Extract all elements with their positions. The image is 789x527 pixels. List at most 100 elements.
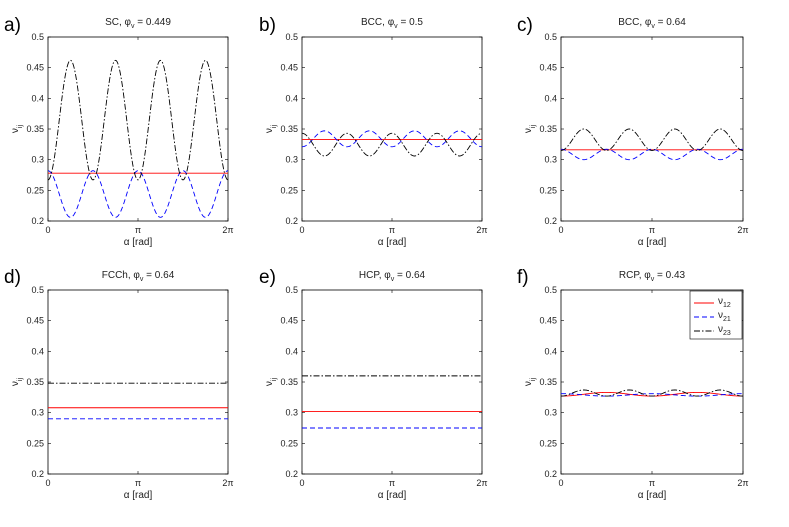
x-tick-label: π (649, 478, 655, 488)
y-tick-label: 0.2 (31, 469, 44, 479)
y-tick-label: 0.4 (285, 93, 298, 103)
series-line-nu23 (560, 128, 744, 151)
y-axis-subscript: ij (530, 378, 537, 382)
x-tick-label: 2π (222, 225, 233, 235)
x-tick-label: 0 (558, 478, 563, 488)
y-tick-label: 0.25 (280, 185, 298, 195)
y-tick-label: 0.45 (539, 316, 557, 326)
panel-f: 0.20.250.30.350.40.450.50 π 2πα [rad]νijRC… (517, 267, 749, 501)
title-phi: φ (384, 270, 391, 281)
y-tick-label: 0.3 (31, 408, 44, 418)
series-line-nu23 (47, 59, 229, 181)
legend-entry: ν21 (718, 310, 731, 323)
y-tick-label: 0.45 (280, 63, 298, 73)
title-structure: BCC, (618, 17, 645, 28)
series-line-nu21 (47, 170, 229, 218)
title-structure: SC, (105, 17, 124, 28)
x-tick-label: 2π (476, 478, 487, 488)
panel-e: 0.2 0.25 0.3 0.35 0.4 0.45 0.5 0 π 2π α [rad] νij HC… (259, 267, 488, 501)
series-line-nu21 (560, 393, 744, 397)
y-tick-label: 0.45 (26, 316, 44, 326)
chart-title: HCP, φv = 0.64 (359, 270, 426, 283)
y-axis-label: νij (10, 378, 24, 387)
y-axis-symbol: ν (264, 128, 275, 133)
y-tick-label: 0.3 (285, 155, 298, 165)
y-tick-label: 0.5 (544, 285, 557, 295)
legend-entry: ν12 (718, 296, 731, 309)
y-axis-symbol: ν (523, 128, 534, 133)
title-structure: RCP, (619, 270, 644, 281)
y-axis-label: νij (523, 125, 537, 134)
x-tick-label: 0 (299, 225, 304, 235)
title-phi-value: = 0.5 (398, 17, 424, 28)
x-axis-label: α [rad] (124, 237, 153, 248)
x-axis-label: α [rad] (124, 490, 153, 501)
y-tick-label: 0.4 (31, 93, 44, 103)
x-axis-label: α [rad] (638, 490, 667, 501)
title-phi-subscript: v (131, 23, 135, 30)
y-tick-label: 0.2 (285, 216, 298, 226)
title-phi-value: = 0.64 (655, 17, 686, 28)
x-axis-label: α [rad] (638, 237, 667, 248)
y-axis-subscript: ij (271, 125, 278, 129)
y-axis-subscript: ij (17, 125, 24, 129)
y-tick-label: 0.35 (280, 377, 298, 387)
y-tick-label: 0.25 (26, 185, 44, 195)
title-phi-value: = 0.64 (394, 270, 425, 281)
x-tick-label: 0 (558, 225, 563, 235)
x-tick-label: 0 (299, 478, 304, 488)
y-axis-symbol: ν (10, 128, 21, 133)
plot-frame (47, 289, 229, 475)
x-tick-label: 2π (476, 225, 487, 235)
y-tick-label: 0.5 (285, 32, 298, 42)
y-axis-label: νij (264, 125, 278, 134)
title-phi: φ (388, 17, 395, 28)
y-axis-label: νij (10, 125, 24, 134)
series-line-nu23 (560, 389, 744, 397)
y-axis-subscript: ij (17, 378, 24, 382)
y-tick-label: 0.35 (539, 377, 557, 387)
y-axis-label: νij (264, 378, 278, 387)
y-tick-label: 0.4 (544, 346, 557, 356)
y-tick-label: 0.4 (544, 93, 557, 103)
y-tick-label: 0.2 (544, 469, 557, 479)
panel-c: 0.2 0.25 0.3 0.35 0.4 0.45 0.5 0 π 2π α [rad] νij BC… (517, 15, 749, 248)
series-line-nu21 (560, 148, 744, 161)
x-tick-label: 2π (737, 478, 748, 488)
y-tick-label: 0.2 (544, 216, 557, 226)
y-tick-label: 0.45 (539, 63, 557, 73)
y-tick-label: 0.25 (539, 185, 557, 195)
title-phi: φ (645, 17, 652, 28)
y-tick-label: 0.5 (285, 285, 298, 295)
y-tick-label: 0.25 (26, 438, 44, 448)
legend-symbol: ν (718, 310, 723, 321)
legend-symbol: ν (718, 324, 723, 335)
y-tick-label: 0.5 (31, 285, 44, 295)
y-axis-symbol: ν (523, 381, 534, 386)
panel-label: b) (259, 15, 276, 36)
y-tick-label: 0.2 (285, 469, 298, 479)
title-phi-value: = 0.64 (143, 270, 174, 281)
x-tick-label: 2π (222, 478, 233, 488)
y-tick-label: 0.45 (26, 63, 44, 73)
y-tick-label: 0.3 (544, 155, 557, 165)
y-axis-symbol: ν (10, 381, 21, 386)
panel-label: c) (517, 15, 533, 36)
x-tick-label: π (135, 478, 141, 488)
title-structure: BCC, (361, 17, 388, 28)
series-line-nu21 (301, 130, 483, 148)
panel-label: f) (517, 267, 529, 288)
legend-subscript: 21 (723, 316, 731, 323)
y-tick-label: 0.35 (539, 124, 557, 134)
title-phi: φ (125, 17, 132, 28)
x-tick-label: π (389, 225, 395, 235)
title-phi-value: = 0.43 (654, 270, 685, 281)
chart-title: FCCh, φv = 0.64 (102, 270, 175, 283)
legend-subscript: 12 (723, 302, 731, 309)
title-phi: φ (133, 270, 140, 281)
plot-frame (301, 36, 483, 222)
x-tick-label: π (649, 225, 655, 235)
x-tick-label: 2π (737, 225, 748, 235)
